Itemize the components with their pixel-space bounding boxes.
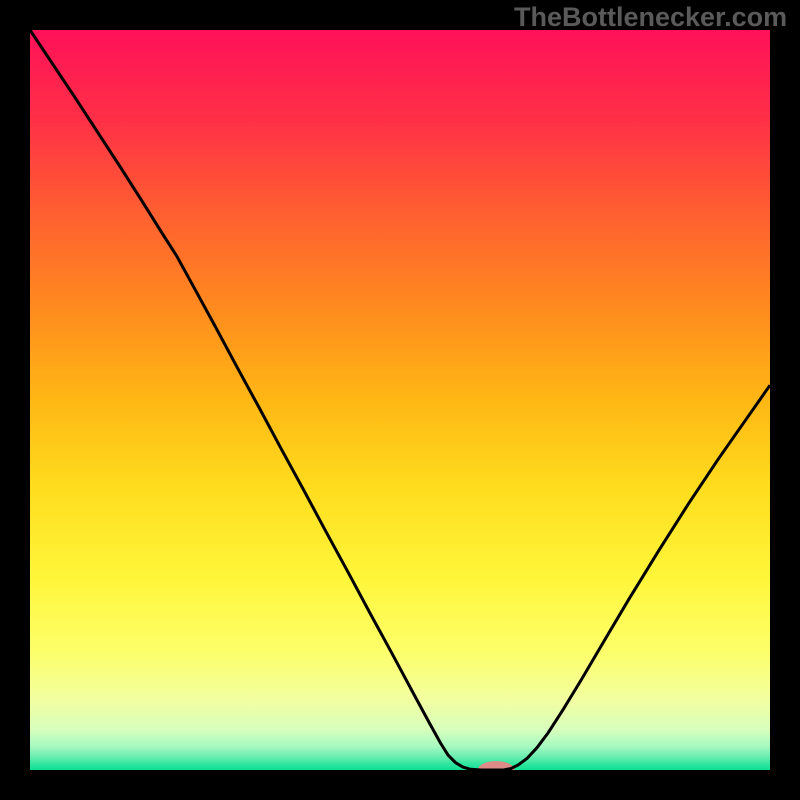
bottleneck-chart [0,0,800,800]
frame-border-right [770,0,800,800]
chart-background [30,30,770,770]
frame-border-bottom [0,770,800,800]
frame-border-left [0,0,30,800]
watermark-text: TheBottlenecker.com [514,2,787,33]
